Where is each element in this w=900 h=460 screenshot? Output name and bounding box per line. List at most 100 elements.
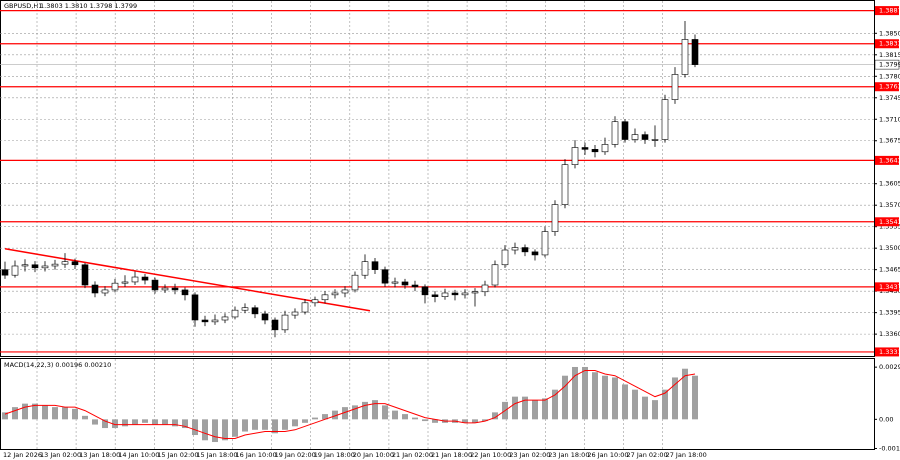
level-label: 1.3331 <box>879 348 900 356</box>
macd-bar <box>652 400 658 420</box>
macd-bar <box>492 412 498 420</box>
x-tick-label: 15 Jan 02:00 <box>157 451 198 459</box>
macd-bar <box>212 419 218 443</box>
candle-body <box>41 265 49 269</box>
macd-bar <box>482 419 488 422</box>
candle-body <box>471 291 479 294</box>
macd-bar <box>362 401 368 420</box>
macd-bar <box>112 419 118 429</box>
macd-bar <box>2 412 8 420</box>
macd-tick-label: 0.00299 <box>879 363 900 371</box>
candle-body <box>1 269 9 276</box>
level-label: 1.3437 <box>879 283 900 291</box>
candle-body <box>401 281 409 286</box>
x-tick-label: 16 Jan 10:00 <box>236 451 277 459</box>
candle-body <box>81 264 89 286</box>
x-tick-label: 21 Jan 02:00 <box>392 451 433 459</box>
candle-body <box>51 263 59 267</box>
level-box <box>875 6 899 16</box>
candle-body <box>531 251 539 256</box>
price-panel <box>0 0 875 357</box>
candle-body <box>191 294 199 321</box>
macd-bar <box>472 419 478 423</box>
candle-body <box>281 314 289 331</box>
y-tick-label: 1.3675 <box>879 137 900 145</box>
candle-body <box>321 294 329 301</box>
macd-bar <box>222 419 228 441</box>
macd-bar <box>172 419 178 427</box>
macd-bar <box>342 407 348 420</box>
candle-body <box>31 264 39 269</box>
x-tick-label: 19 Jan 18:00 <box>314 451 355 459</box>
candle-body <box>251 307 259 315</box>
macd-bar <box>552 389 558 420</box>
candle-body <box>611 121 619 145</box>
level-label: 1.3543 <box>879 218 900 226</box>
macd-bar <box>162 419 168 425</box>
x-tick-label: 23 Jan 02:00 <box>509 451 550 459</box>
macd-bar <box>352 405 358 420</box>
macd-bar <box>562 375 568 420</box>
y-tick-label: 1.3850 <box>879 29 900 37</box>
candle-body <box>21 264 29 267</box>
macd-bar <box>42 405 48 420</box>
macd-bar <box>312 417 318 420</box>
candle-body <box>521 247 529 253</box>
candle-body <box>441 292 449 297</box>
candle-body <box>121 281 129 284</box>
x-tick-label: 13 Jan 02:00 <box>40 451 81 459</box>
level-box <box>875 217 899 227</box>
x-tick-label: 22 Jan 10:00 <box>470 451 511 459</box>
macd-bar <box>662 389 668 420</box>
x-tick-label: 23 Jan 18:00 <box>548 451 589 459</box>
candle-body <box>61 261 69 265</box>
macd-bar <box>122 419 128 427</box>
macd-bar <box>572 366 578 420</box>
y-tick-label: 1.3395 <box>879 309 900 317</box>
level-label: 1.3763 <box>879 83 900 91</box>
candle-body <box>481 284 489 293</box>
x-tick-label: 26 Jan 10:00 <box>587 451 628 459</box>
candle-body <box>241 307 249 311</box>
macd-bar <box>592 372 598 420</box>
macd-bar <box>262 419 268 430</box>
candle-body <box>681 39 689 75</box>
candle-body <box>291 311 299 316</box>
macd-bar <box>252 419 258 430</box>
y-tick-label: 1.3360 <box>879 330 900 338</box>
candle-body <box>631 134 639 140</box>
trendline <box>4 248 371 312</box>
candle-body <box>301 302 309 313</box>
y-tick-label: 1.3570 <box>879 201 900 209</box>
macd-panel <box>0 358 875 450</box>
macd-bar <box>532 400 538 420</box>
macd-bar <box>332 410 338 420</box>
level-label: 1.3833 <box>879 40 900 48</box>
y-tick-label: 1.3815 <box>879 51 900 59</box>
macd-bar <box>632 389 638 420</box>
macd-bar <box>32 403 38 420</box>
candle-body <box>331 292 339 296</box>
macd-bar <box>152 419 158 425</box>
candle-body <box>231 309 239 318</box>
macd-bar <box>402 414 408 420</box>
candle-body <box>501 249 509 266</box>
y-tick-label: 1.3710 <box>879 115 900 123</box>
macd-bar <box>622 384 628 420</box>
y-tick-label: 1.3605 <box>879 180 900 188</box>
macd-bar <box>682 368 688 420</box>
candle-body <box>151 279 159 291</box>
macd-bar <box>92 419 98 425</box>
candle-body <box>101 289 109 294</box>
candle-body <box>641 134 649 140</box>
macd-bar <box>692 375 698 420</box>
macd-bar <box>292 419 298 427</box>
symbol: GBPUSD,H1 <box>4 2 42 10</box>
candle-body <box>311 299 319 304</box>
level-label: 1.3887 <box>879 7 900 15</box>
level-box <box>875 82 899 92</box>
candle-body <box>181 289 189 296</box>
y-tick-label: 1.3500 <box>879 244 900 252</box>
macd-bar <box>382 405 388 420</box>
